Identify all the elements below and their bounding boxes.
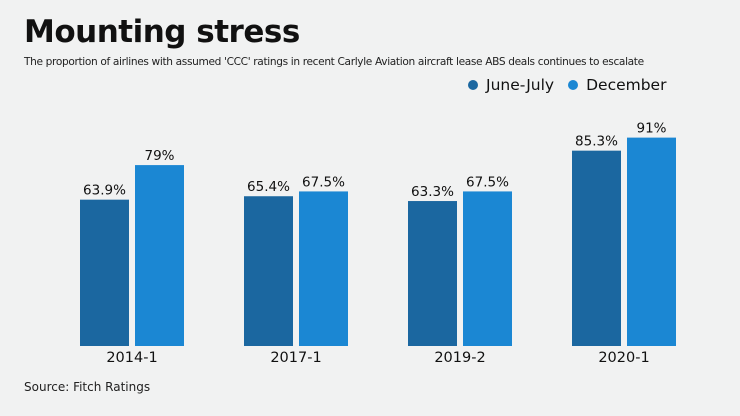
legend-dot-june-july	[468, 80, 478, 90]
chart-subtitle: The proportion of airlines with assumed …	[24, 56, 644, 68]
x-tick-label: 2019-2	[434, 350, 485, 366]
bar-2020-1-june-july	[572, 150, 621, 346]
data-label: 65.4%	[247, 179, 290, 195]
bar-2019-2-december	[463, 191, 512, 346]
legend-label-june-july: June-July	[486, 76, 555, 94]
data-label: 67.5%	[466, 174, 509, 190]
legend: June-July December	[468, 76, 680, 94]
bar-2014-1-june-july	[80, 199, 129, 346]
data-label: 85.3%	[575, 134, 618, 150]
bar-2020-1-december	[627, 137, 676, 346]
x-tick-label: 2017-1	[270, 350, 321, 366]
data-label: 63.3%	[411, 184, 454, 200]
bar-2019-2-june-july	[408, 201, 457, 346]
x-tick-label: 2014-1	[106, 350, 157, 366]
chart-title: Mounting stress	[24, 14, 300, 50]
x-tick-label: 2020-1	[598, 350, 649, 366]
legend-item-december: December	[568, 76, 666, 94]
bar-2017-1-december	[299, 191, 348, 346]
bar-2017-1-june-july	[244, 196, 293, 346]
source-note: Source: Fitch Ratings	[24, 380, 151, 394]
data-label: 91%	[636, 121, 666, 137]
data-label: 63.9%	[83, 183, 126, 199]
legend-label-december: December	[586, 76, 667, 94]
legend-dot-december	[568, 80, 579, 90]
data-label: 79%	[144, 148, 174, 164]
bar-2014-1-december	[135, 165, 184, 346]
legend-item-june-july: June-July	[468, 76, 554, 94]
data-label: 67.5%	[302, 174, 345, 190]
